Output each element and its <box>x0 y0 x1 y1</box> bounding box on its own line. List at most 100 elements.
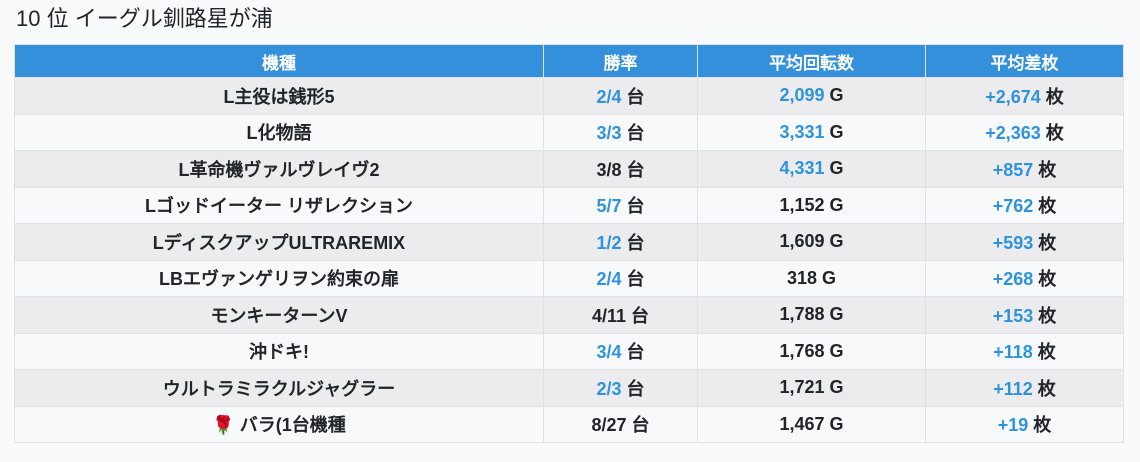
win_rate-value: 3/4 <box>596 342 622 363</box>
diff-unit: 枚 <box>1038 232 1057 253</box>
column-header-machine: 機種 <box>14 44 544 78</box>
diff-value: +857 <box>992 159 1034 180</box>
diff-unit: 枚 <box>1038 269 1057 290</box>
diff-cell: +112 枚 <box>925 369 1124 407</box>
spins-value: 1,721 <box>779 377 825 398</box>
win_rate-cell: 3/3 台 <box>543 113 698 151</box>
diff-value: +2,363 <box>985 123 1041 144</box>
table-row: Lゴッドイーター リザレクション 5/7 台 1,152 G +762 枚 <box>14 186 1124 224</box>
spins-unit: G <box>829 121 844 142</box>
diff-cell: +118 枚 <box>925 332 1124 370</box>
spins-value: 4,331 <box>779 158 825 179</box>
column-header-win-rate: 勝率 <box>543 44 698 78</box>
spins-unit: G <box>829 304 844 325</box>
machine-name-cell: 沖ドキ! <box>14 332 544 370</box>
spins-cell: 1,467 G <box>697 405 926 443</box>
diff-unit: 枚 <box>1045 123 1064 144</box>
spins-value: 1,609 <box>779 231 825 252</box>
win_rate-unit: 台 <box>631 305 650 326</box>
spins-unit: G <box>829 158 844 179</box>
diff-value: +593 <box>992 232 1034 253</box>
diff-cell: +762 枚 <box>925 186 1124 224</box>
diff-value: +762 <box>992 196 1034 217</box>
table-row: 🌹 バラ(1台機種 8/27 台 1,467 G +19 枚 <box>14 405 1124 443</box>
diff-unit: 枚 <box>1037 342 1056 363</box>
win_rate-unit: 台 <box>626 232 645 253</box>
win_rate-unit: 台 <box>626 196 645 217</box>
spins-cell: 1,152 G <box>697 186 926 224</box>
column-header-avg-spins: 平均回転数 <box>697 44 926 78</box>
win_rate-value: 3/8 <box>596 159 622 180</box>
table-row: L主役は銭形5 2/4 台 2,099 G +2,674 枚 <box>14 77 1124 115</box>
win_rate-cell: 3/8 台 <box>543 150 698 188</box>
win_rate-value: 2/4 <box>596 269 622 290</box>
page-title: 10 位 イーグル釧路星が浦 <box>16 6 273 31</box>
table-row: ウルトラミラクルジャグラー 2/3 台 1,721 G +112 枚 <box>14 369 1124 407</box>
machine-stats-table: 機種 勝率 平均回転数 平均差枚 L主役は銭形5 2/4 台 2,099 G +2,6… <box>14 44 1124 443</box>
win_rate-cell: 2/3 台 <box>543 369 698 407</box>
machine-name-cell: L主役は銭形5 <box>14 77 544 115</box>
table-row: 沖ドキ! 3/4 台 1,768 G +118 枚 <box>14 332 1124 370</box>
spins-value: 1,467 <box>779 413 825 434</box>
diff-unit: 枚 <box>1045 86 1064 107</box>
spins-cell: 1,788 G <box>697 296 926 334</box>
machine-name-cell: モンキーターンV <box>14 296 544 334</box>
diff-unit: 枚 <box>1038 305 1057 326</box>
spins-cell: 1,609 G <box>697 223 926 261</box>
machine-name-cell: LディスクアップULTRAREMIX <box>14 223 544 261</box>
spins-value: 1,768 <box>779 340 825 361</box>
diff-cell: +593 枚 <box>925 223 1124 261</box>
spins-cell: 318 G <box>697 259 926 297</box>
machine-name-cell: L革命機ヴァルヴレイヴ2 <box>14 150 544 188</box>
diff-unit: 枚 <box>1038 196 1057 217</box>
spins-unit: G <box>829 194 844 215</box>
column-header-avg-diff: 平均差枚 <box>925 44 1124 78</box>
machine-name-cell: L化物語 <box>14 113 544 151</box>
diff-unit: 枚 <box>1038 159 1057 180</box>
diff-value: +19 <box>997 415 1029 436</box>
diff-cell: +268 枚 <box>925 259 1124 297</box>
win_rate-cell: 2/4 台 <box>543 77 698 115</box>
spins-value: 3,331 <box>779 121 825 142</box>
diff-cell: +857 枚 <box>925 150 1124 188</box>
machine-name-cell: 🌹 バラ(1台機種 <box>14 405 544 443</box>
win_rate-unit: 台 <box>631 415 650 436</box>
spins-unit: G <box>829 413 844 434</box>
spins-value: 2,099 <box>779 85 825 106</box>
win_rate-unit: 台 <box>626 123 645 144</box>
diff-cell: +2,363 枚 <box>925 113 1124 151</box>
win_rate-value: 1/2 <box>596 232 622 253</box>
spins-cell: 1,768 G <box>697 332 926 370</box>
spins-unit: G <box>829 377 844 398</box>
machine-name-cell: LBエヴァンゲリヲン約束の扉 <box>14 259 544 297</box>
table-body: L主役は銭形5 2/4 台 2,099 G +2,674 枚 L化物語 3/3 台 3,33… <box>14 77 1124 443</box>
diff-unit: 枚 <box>1033 415 1052 436</box>
spins-value: 1,788 <box>779 304 825 325</box>
diff-unit: 枚 <box>1037 378 1056 399</box>
table-row: L革命機ヴァルヴレイヴ2 3/8 台 4,331 G +857 枚 <box>14 150 1124 188</box>
win_rate-unit: 台 <box>626 378 645 399</box>
spins-unit: G <box>829 85 844 106</box>
diff-value: +268 <box>992 269 1034 290</box>
machine-name-cell: ウルトラミラクルジャグラー <box>14 369 544 407</box>
diff-value: +112 <box>993 378 1033 399</box>
table-row: L化物語 3/3 台 3,331 G +2,363 枚 <box>14 113 1124 151</box>
diff-cell: +153 枚 <box>925 296 1124 334</box>
diff-cell: +19 枚 <box>925 405 1124 443</box>
win_rate-cell: 1/2 台 <box>543 223 698 261</box>
diff-cell: +2,674 枚 <box>925 77 1124 115</box>
win_rate-value: 2/3 <box>596 378 622 399</box>
spins-cell: 4,331 G <box>697 150 926 188</box>
win_rate-cell: 4/11 台 <box>543 296 698 334</box>
spins-unit: G <box>829 340 844 361</box>
spins-unit: G <box>822 267 837 288</box>
spins-cell: 3,331 G <box>697 113 926 151</box>
spins-value: 318 <box>786 267 817 288</box>
machine-name-cell: Lゴッドイーター リザレクション <box>14 186 544 224</box>
table-row: モンキーターンV 4/11 台 1,788 G +153 枚 <box>14 296 1124 334</box>
spins-cell: 1,721 G <box>697 369 926 407</box>
diff-value: +118 <box>993 342 1033 363</box>
win_rate-unit: 台 <box>626 342 645 363</box>
win_rate-value: 4/11 <box>591 305 627 326</box>
